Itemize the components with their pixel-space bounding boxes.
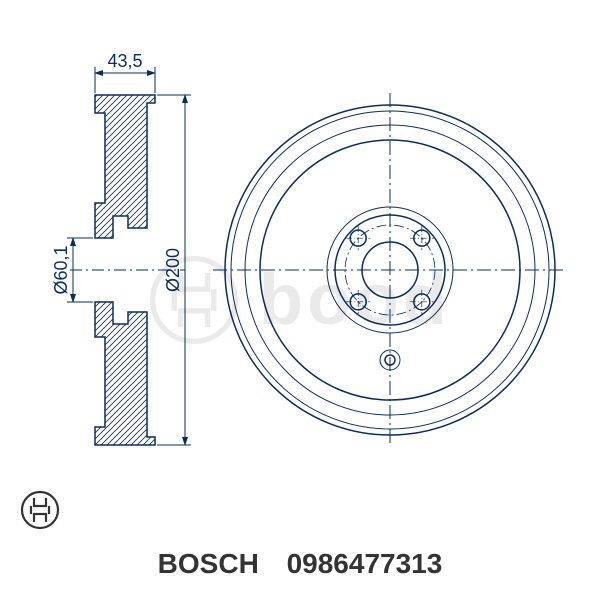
- svg-text:43,5: 43,5: [107, 51, 142, 71]
- svg-text:Ø200: Ø200: [163, 248, 183, 292]
- part-number: 0986477313: [287, 548, 443, 579]
- svg-text:Ø60,1: Ø60,1: [51, 245, 71, 294]
- technical-diagram: 43,5 Ø60,1 Ø200: [0, 0, 600, 600]
- brand-name: BOSCH: [158, 548, 259, 579]
- product-label: BOSCH 0986477313: [0, 548, 600, 580]
